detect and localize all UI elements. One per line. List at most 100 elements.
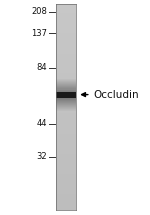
Text: 44: 44 <box>37 119 47 128</box>
Bar <box>56 119 76 121</box>
Bar <box>56 84 76 86</box>
Bar <box>56 182 76 183</box>
Bar <box>56 91 76 92</box>
Bar <box>56 117 76 118</box>
Bar <box>56 172 76 173</box>
Bar <box>56 66 76 67</box>
Bar <box>56 166 76 168</box>
Bar <box>56 185 76 186</box>
Bar <box>56 63 76 64</box>
Text: 32: 32 <box>37 152 47 161</box>
Bar <box>56 125 76 127</box>
Bar <box>56 126 76 128</box>
Bar <box>56 190 76 191</box>
Bar <box>56 52 76 53</box>
Bar <box>56 149 76 150</box>
Bar <box>56 94 76 95</box>
Bar <box>56 98 76 99</box>
Bar <box>56 148 76 149</box>
Bar <box>56 85 76 87</box>
Bar <box>56 74 76 75</box>
Bar <box>56 65 76 66</box>
Bar <box>56 48 76 50</box>
Bar <box>56 83 76 84</box>
Bar <box>56 38 76 39</box>
Bar <box>56 184 76 185</box>
Bar <box>56 11 76 12</box>
Bar <box>56 21 76 22</box>
Bar <box>56 113 76 114</box>
Bar <box>56 180 76 181</box>
Bar <box>56 161 76 163</box>
Bar <box>56 5 76 7</box>
Bar <box>56 14 76 15</box>
Bar <box>56 76 76 77</box>
Bar <box>56 81 76 83</box>
Bar <box>56 124 76 126</box>
Bar <box>56 181 76 182</box>
Bar <box>56 42 76 43</box>
Bar <box>56 144 76 145</box>
Bar <box>56 201 76 203</box>
Bar <box>56 129 76 130</box>
Bar <box>56 183 76 184</box>
Bar <box>56 31 76 32</box>
Bar <box>56 137 76 138</box>
Bar <box>56 200 76 202</box>
Bar <box>56 96 76 97</box>
Bar <box>56 121 76 123</box>
Bar <box>56 134 76 135</box>
Bar <box>56 108 76 109</box>
Bar <box>56 62 76 63</box>
Bar <box>56 173 76 174</box>
Bar <box>56 187 76 188</box>
Bar <box>56 29 76 30</box>
Bar <box>56 174 76 175</box>
Bar <box>56 95 76 96</box>
Bar <box>56 203 76 204</box>
Bar <box>56 207 76 209</box>
Bar <box>56 20 76 21</box>
Bar <box>56 40 76 41</box>
Bar <box>56 156 76 157</box>
Bar <box>56 64 76 65</box>
Bar <box>56 203 76 205</box>
Text: Occludin: Occludin <box>94 90 139 100</box>
Bar <box>56 133 76 134</box>
Bar <box>56 164 76 166</box>
Bar <box>56 77 76 78</box>
Bar <box>56 118 76 120</box>
Bar <box>56 37 76 38</box>
Bar <box>56 70 76 71</box>
Bar <box>56 15 76 16</box>
Bar <box>56 11 76 13</box>
Bar <box>56 89 76 91</box>
Bar <box>56 115 76 116</box>
Bar <box>56 206 76 207</box>
Bar <box>56 209 76 210</box>
Bar <box>56 88 76 89</box>
Bar <box>56 71 76 72</box>
Bar <box>56 99 76 100</box>
Bar <box>56 135 76 136</box>
Bar <box>56 6 76 8</box>
Bar <box>56 59 76 60</box>
Bar <box>56 140 76 141</box>
Bar <box>56 143 76 144</box>
Bar <box>56 204 76 206</box>
Bar <box>56 116 76 117</box>
Bar <box>56 51 76 52</box>
Bar <box>56 122 76 124</box>
Bar <box>56 123 76 125</box>
Bar <box>56 72 76 73</box>
Bar <box>56 189 76 190</box>
Bar <box>56 120 76 121</box>
Bar <box>56 146 76 147</box>
Bar <box>56 138 76 139</box>
Bar <box>56 52 76 54</box>
Bar <box>56 197 76 198</box>
Bar <box>56 159 76 161</box>
Bar <box>56 153 76 154</box>
Bar <box>56 46 76 48</box>
Bar <box>56 176 76 177</box>
